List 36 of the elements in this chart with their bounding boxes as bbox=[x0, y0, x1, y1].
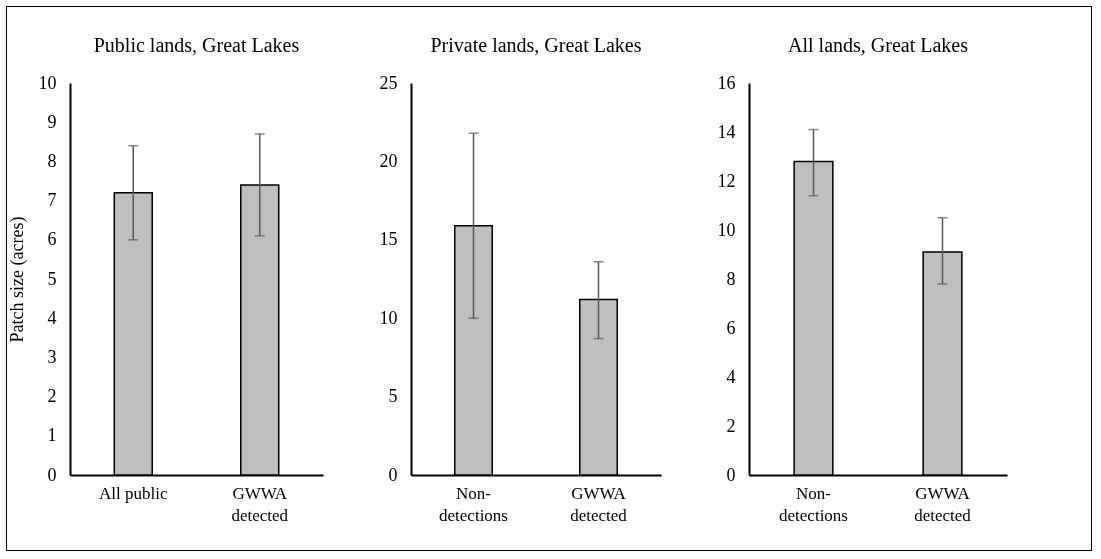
y-tick-label: 6 bbox=[47, 229, 57, 250]
x-tick-label: GWWA detected bbox=[914, 483, 972, 525]
chart-title: All lands, Great Lakes bbox=[788, 34, 969, 56]
y-tick-label: 8 bbox=[47, 150, 57, 171]
y-tick-label: 2 bbox=[726, 415, 736, 436]
chart-title: Private lands, Great Lakes bbox=[430, 34, 642, 56]
x-tick-label: GWWA detected bbox=[570, 483, 628, 525]
y-tick-label: 5 bbox=[47, 268, 57, 289]
chart-title: Public lands, Great Lakes bbox=[93, 34, 300, 56]
y-tick-label: 10 bbox=[379, 307, 398, 328]
y-tick-label: 9 bbox=[47, 111, 57, 132]
y-tick-label: 4 bbox=[726, 366, 736, 387]
x-tick-label: Non- detections bbox=[439, 483, 508, 525]
y-tick-label: 10 bbox=[717, 219, 736, 240]
y-tick-label: 10 bbox=[38, 72, 57, 93]
y-tick-label: 8 bbox=[726, 268, 736, 289]
y-tick-label: 12 bbox=[717, 170, 736, 191]
y-tick-label: 25 bbox=[379, 72, 398, 93]
y-tick-label: 16 bbox=[717, 72, 736, 93]
y-tick-label: 14 bbox=[717, 121, 736, 142]
x-tick-label: Non- detections bbox=[779, 483, 848, 525]
y-tick-label: 1 bbox=[47, 425, 57, 446]
y-axis-title: Patch size (acres) bbox=[6, 216, 28, 343]
y-tick-label: 6 bbox=[726, 317, 736, 338]
y-tick-label: 0 bbox=[47, 464, 57, 485]
y-tick-label: 0 bbox=[388, 464, 398, 485]
y-tick-label: 15 bbox=[379, 229, 398, 250]
y-tick-label: 0 bbox=[726, 464, 736, 485]
y-tick-label: 20 bbox=[379, 150, 398, 171]
y-tick-label: 7 bbox=[47, 190, 57, 211]
y-tick-label: 3 bbox=[47, 346, 57, 367]
x-tick-label: GWWA detected bbox=[231, 483, 289, 525]
x-tick-label: All public bbox=[99, 483, 168, 503]
y-tick-label: 4 bbox=[47, 307, 57, 328]
y-tick-label: 5 bbox=[388, 386, 398, 407]
y-tick-label: 2 bbox=[47, 386, 57, 407]
